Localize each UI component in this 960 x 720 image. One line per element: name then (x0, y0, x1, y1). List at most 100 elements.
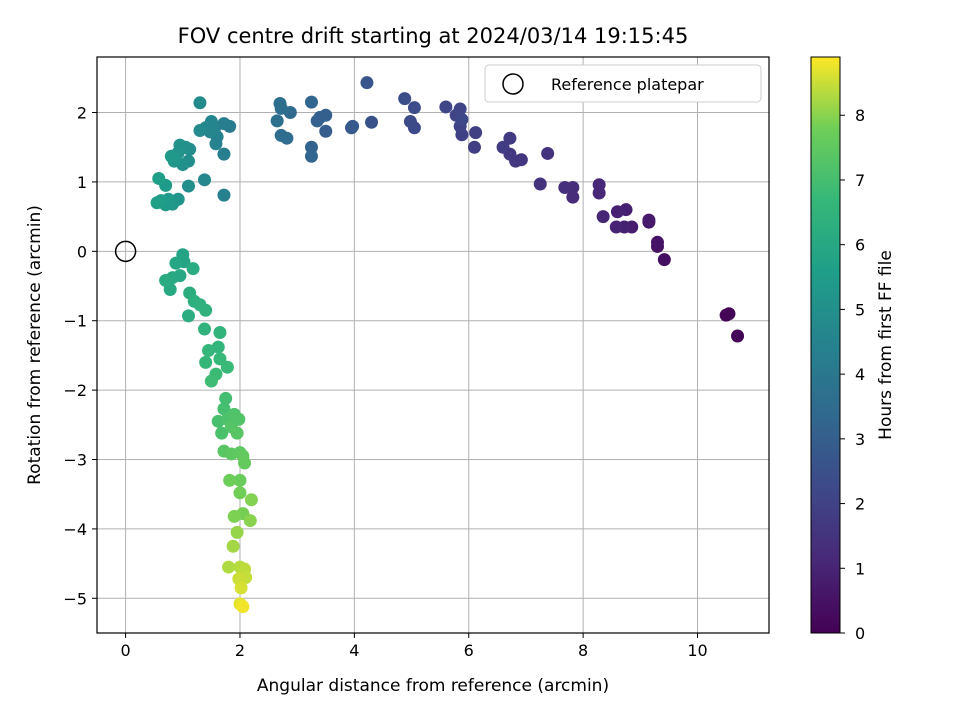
data-point (215, 426, 229, 440)
data-point (199, 303, 213, 317)
data-point (274, 128, 288, 142)
data-point (238, 456, 252, 470)
data-point (199, 355, 213, 369)
data-point (304, 140, 318, 154)
data-point (182, 309, 196, 323)
colorbar-tick-label: 7 (855, 171, 865, 190)
data-point (226, 539, 240, 553)
colorbar-tick-label: 3 (855, 430, 865, 449)
data-point (164, 149, 178, 163)
x-tick-label: 0 (121, 641, 131, 660)
legend-box (484, 64, 762, 103)
data-point (193, 96, 207, 110)
y-axis-label: Rotation from reference (arcmin) (25, 205, 45, 485)
data-point (407, 101, 421, 115)
x-tick-label: 10 (687, 641, 707, 660)
reference-platepar-marker (114, 240, 137, 263)
data-point (227, 509, 241, 523)
data-point (398, 92, 412, 106)
x-axis-ticks: 0 2 4 6 8 10 (121, 633, 708, 660)
data-point (270, 114, 284, 128)
legend-entry-reference-platepar: Reference platepar (551, 75, 704, 94)
data-point (233, 486, 247, 500)
data-point (220, 360, 234, 374)
data-point (230, 525, 244, 539)
colorbar-ticks: 0 1 2 3 4 5 6 7 8 (840, 106, 865, 643)
data-point (650, 235, 664, 249)
data-point (558, 180, 572, 194)
data-point (243, 514, 257, 528)
data-point (403, 115, 417, 129)
data-point (222, 560, 236, 574)
data-point (596, 210, 610, 224)
colorbar-tick-label: 8 (855, 106, 865, 125)
x-axis-label: Angular distance from reference (arcmin) (257, 676, 609, 696)
colorbar-tick-label: 1 (855, 559, 865, 578)
data-point (319, 124, 333, 138)
data-point (469, 126, 483, 140)
y-tick-label: −4 (63, 520, 87, 539)
data-point (152, 171, 166, 185)
data-point (365, 115, 379, 129)
y-tick-label: 0 (77, 242, 87, 261)
data-point (186, 262, 200, 276)
data-point (236, 600, 250, 614)
data-point (230, 426, 244, 440)
data-point (609, 220, 623, 234)
colorbar-label: Hours from first FF file (876, 250, 896, 440)
colorbar (810, 56, 841, 634)
data-point (592, 178, 606, 192)
data-point (209, 137, 223, 151)
data-point (467, 140, 481, 154)
data-point (503, 131, 517, 145)
data-point (439, 100, 453, 114)
colorbar-tick-label: 5 (855, 300, 865, 319)
data-point (182, 179, 196, 193)
data-point (642, 213, 656, 227)
data-point (722, 307, 736, 321)
y-tick-label: −5 (63, 589, 87, 608)
data-point (533, 177, 547, 191)
x-tick-label: 6 (464, 641, 474, 660)
data-point (541, 146, 555, 160)
grid-lines (97, 57, 769, 633)
data-point (453, 102, 467, 116)
data-point (233, 473, 247, 487)
data-point (223, 473, 237, 487)
data-point (455, 112, 469, 126)
data-point (193, 124, 207, 138)
y-tick-label: −1 (63, 312, 87, 331)
colorbar-tick-label: 4 (855, 365, 865, 384)
data-point (217, 117, 231, 131)
y-tick-label: −3 (63, 451, 87, 470)
x-tick-label: 4 (349, 641, 359, 660)
x-tick-label: 8 (578, 641, 588, 660)
data-point (610, 205, 624, 219)
data-point (496, 140, 510, 154)
data-point (202, 344, 216, 358)
data-point (731, 329, 745, 343)
data-point (150, 196, 164, 210)
data-point (657, 253, 671, 267)
data-point (345, 121, 359, 135)
colorbar-tick-label: 2 (855, 495, 865, 514)
data-point (204, 374, 218, 388)
y-axis-ticks: −5 −4 −3 −2 −1 0 1 2 (63, 104, 97, 608)
colorbar-tick-label: 6 (855, 236, 865, 255)
data-point (310, 114, 324, 128)
chart-title: FOV centre drift starting at 2024/03/14 … (178, 24, 689, 48)
x-tick-label: 2 (235, 641, 245, 660)
legend-marker-icon (502, 73, 524, 95)
plot-frame (96, 56, 770, 634)
y-tick-label: 2 (77, 104, 87, 123)
data-point (244, 493, 258, 507)
y-tick-label: −2 (63, 381, 87, 400)
data-point (159, 273, 173, 287)
data-point (219, 391, 233, 405)
data-point (304, 149, 318, 163)
data-point (198, 173, 212, 187)
data-point (566, 190, 580, 204)
y-tick-label: 1 (77, 173, 87, 192)
data-point (217, 188, 231, 202)
